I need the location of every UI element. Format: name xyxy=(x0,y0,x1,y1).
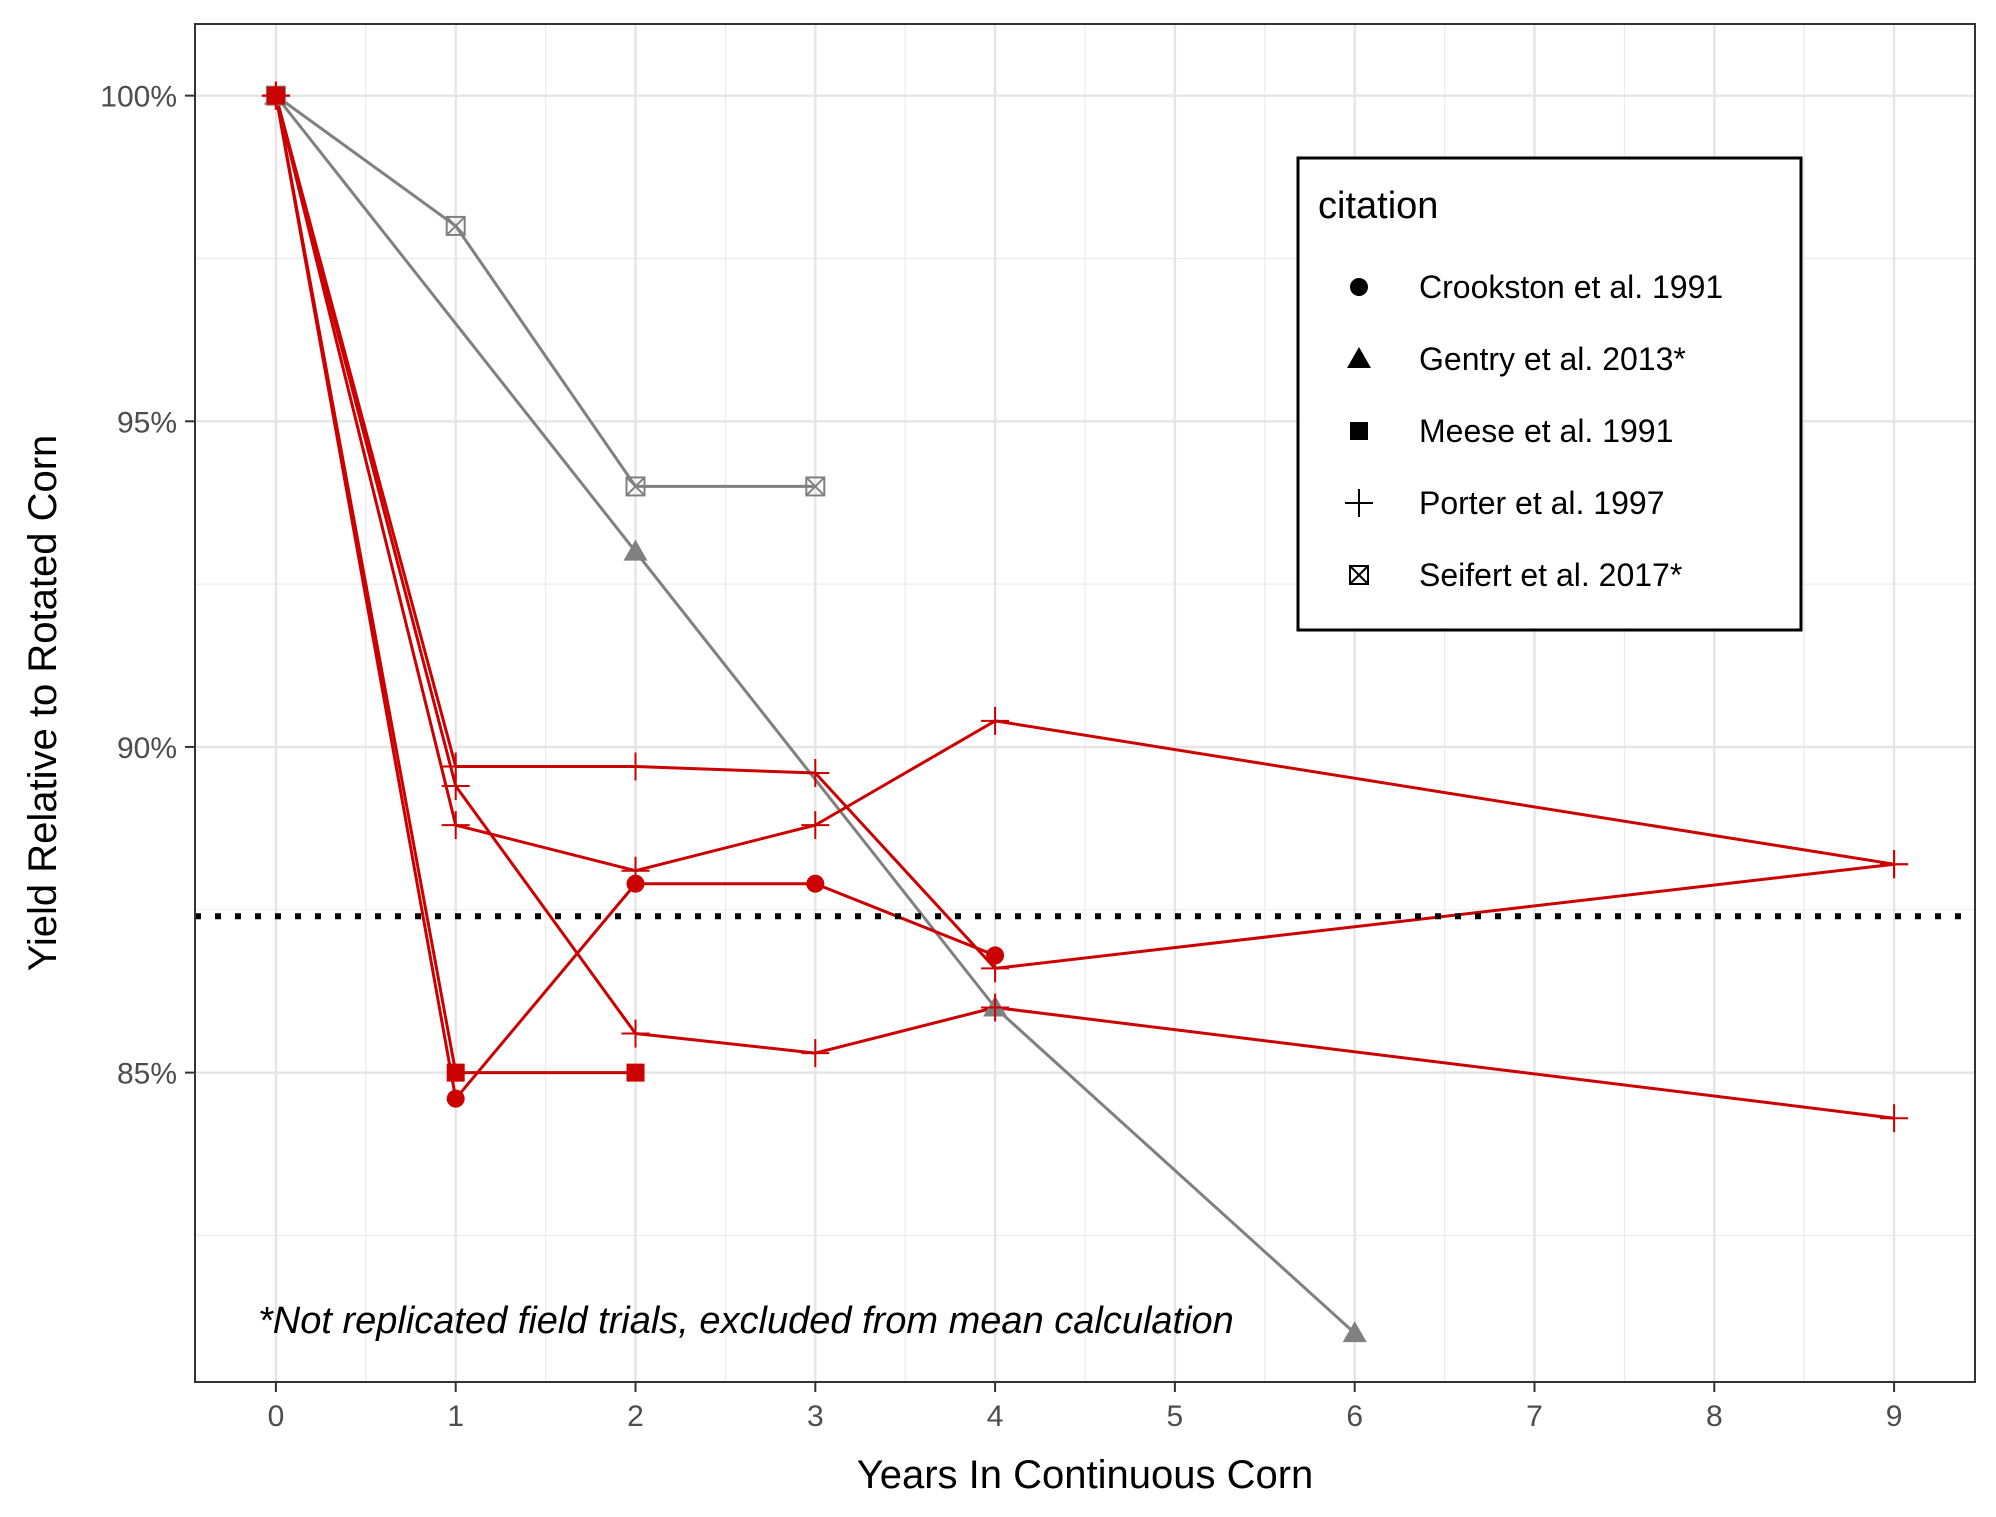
data-point-marker xyxy=(261,81,290,110)
legend-entry: Porter et al. 1997 xyxy=(1345,485,1664,521)
y-axis-title: Yield Relative to Rotated Corn xyxy=(21,435,65,972)
data-point-marker xyxy=(801,811,830,840)
legend-marker xyxy=(1345,489,1373,517)
legend-marker xyxy=(1349,565,1369,585)
x-tick-label: 1 xyxy=(447,1400,464,1433)
legend-entries: Crookston et al. 1991 Gentry et al. 2013*… xyxy=(1345,269,1723,593)
x-tick-label: 9 xyxy=(1886,1400,1903,1433)
y-tick-label: 100% xyxy=(100,81,177,114)
series-line xyxy=(274,95,1895,970)
legend-marker xyxy=(1347,347,1371,368)
legend-label: Porter et al. 1997 xyxy=(1419,485,1664,521)
footnote-annotation: *Not replicated field trials, excluded f… xyxy=(258,1300,1234,1342)
legend-entry: Crookston et al. 1991 xyxy=(1350,269,1723,305)
x-tick-label: 6 xyxy=(1346,1400,1363,1433)
data-point-marker xyxy=(441,811,470,840)
legend-label: Meese et al. 1991 xyxy=(1419,413,1673,449)
x-tick-label: 2 xyxy=(627,1400,644,1433)
legend-label: Crookston et al. 1991 xyxy=(1419,269,1723,305)
legend-label: Gentry et al. 2013* xyxy=(1419,341,1686,377)
data-point-marker xyxy=(446,1063,465,1082)
y-tick-label: 85% xyxy=(117,1058,177,1091)
data-point-marker xyxy=(1342,1321,1367,1343)
series-line xyxy=(274,95,1895,1120)
data-point-marker xyxy=(441,772,470,801)
data-point-marker xyxy=(981,993,1010,1022)
x-tick-label: 3 xyxy=(807,1400,824,1433)
series-line xyxy=(274,95,1895,873)
x-tick-label: 0 xyxy=(268,1400,285,1433)
legend-entry: Seifert et al. 2017* xyxy=(1349,557,1682,593)
legend: citation Crookston et al. 1991 Gentry et … xyxy=(1296,156,1803,632)
series-line xyxy=(275,94,816,488)
legend-entry: Gentry et al. 2013* xyxy=(1347,341,1686,377)
legend-entry: Meese et al. 1991 xyxy=(1350,413,1673,449)
legend-label: Seifert et al. 2017* xyxy=(1419,557,1682,593)
legend-box xyxy=(1296,156,1803,632)
plot-panel-border xyxy=(194,23,1976,1383)
data-point-marker xyxy=(1880,850,1909,879)
x-tick-label: 4 xyxy=(987,1400,1004,1433)
data-point-marker xyxy=(621,1019,650,1048)
legend-marker xyxy=(1350,422,1368,440)
y-tick-label: 90% xyxy=(117,732,177,765)
data-point-marker xyxy=(623,539,648,561)
data-point-marker xyxy=(981,706,1010,735)
data-point-marker xyxy=(805,476,826,497)
data-point-marker xyxy=(621,856,650,885)
y-tick-label: 95% xyxy=(117,406,177,439)
data-point-marker xyxy=(446,1089,465,1108)
data-point-marker xyxy=(445,215,466,236)
x-tick-label: 5 xyxy=(1167,1400,1184,1433)
axes: 0 1 2 3 4 5 6 7 8 9 85% 90% 95% 100% xyxy=(100,81,1902,1433)
x-tick-label: 7 xyxy=(1526,1400,1543,1433)
legend-title: citation xyxy=(1318,185,1438,227)
data-point-marker xyxy=(1880,1104,1909,1133)
data-point-marker xyxy=(806,874,825,893)
data-point-marker xyxy=(801,759,830,788)
data-point-marker xyxy=(801,1039,830,1068)
data-point-marker xyxy=(626,1063,645,1082)
x-axis-title: Years In Continuous Corn xyxy=(857,1453,1314,1497)
x-tick-label: 8 xyxy=(1706,1400,1723,1433)
data-point-marker xyxy=(621,752,650,781)
data-point-marker xyxy=(981,954,1010,983)
data-markers xyxy=(261,81,1909,1343)
data-point-marker xyxy=(625,476,646,497)
legend-marker xyxy=(1350,278,1368,296)
